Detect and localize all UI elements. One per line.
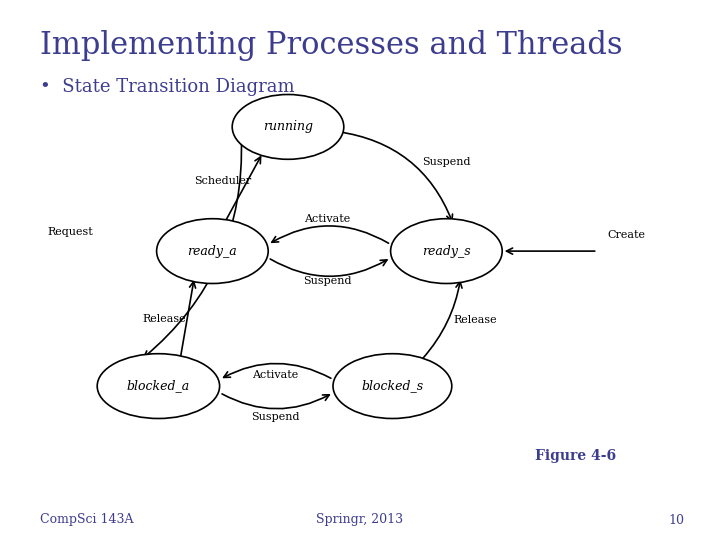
Text: Suspend: Suspend bbox=[422, 157, 471, 167]
Text: running: running bbox=[263, 120, 313, 133]
Ellipse shape bbox=[390, 219, 503, 284]
Ellipse shape bbox=[333, 354, 452, 418]
Text: ready_a: ready_a bbox=[187, 245, 238, 258]
Text: Suspend: Suspend bbox=[303, 276, 352, 286]
Text: Suspend: Suspend bbox=[251, 412, 300, 422]
Text: blocked_a: blocked_a bbox=[127, 380, 190, 393]
Text: blocked_s: blocked_s bbox=[361, 380, 423, 393]
Text: Implementing Processes and Threads: Implementing Processes and Threads bbox=[40, 30, 622, 60]
Ellipse shape bbox=[97, 354, 220, 418]
Text: 10: 10 bbox=[668, 514, 684, 526]
Text: Springr, 2013: Springr, 2013 bbox=[316, 514, 404, 526]
Text: Release: Release bbox=[454, 315, 497, 325]
Text: •  State Transition Diagram: • State Transition Diagram bbox=[40, 78, 294, 96]
Text: Figure 4-6: Figure 4-6 bbox=[536, 449, 616, 463]
Text: CompSci 143A: CompSci 143A bbox=[40, 514, 133, 526]
Text: Release: Release bbox=[143, 314, 186, 323]
Ellipse shape bbox=[156, 219, 268, 284]
Text: ready_s: ready_s bbox=[422, 245, 471, 258]
Ellipse shape bbox=[232, 94, 344, 159]
Text: Scheduler: Scheduler bbox=[194, 176, 252, 186]
Text: Request: Request bbox=[48, 227, 94, 237]
Text: Create: Create bbox=[608, 230, 645, 240]
Text: Activate: Activate bbox=[252, 370, 298, 380]
Text: Activate: Activate bbox=[305, 214, 351, 224]
